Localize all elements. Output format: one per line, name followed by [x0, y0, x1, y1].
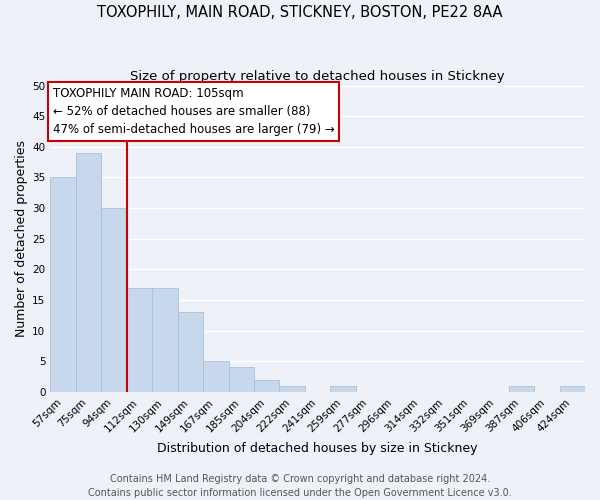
- Bar: [127, 288, 152, 392]
- Bar: [331, 386, 356, 392]
- Bar: [203, 362, 229, 392]
- Bar: [76, 153, 101, 392]
- Text: TOXOPHILY MAIN ROAD: 105sqm
← 52% of detached houses are smaller (88)
47% of sem: TOXOPHILY MAIN ROAD: 105sqm ← 52% of det…: [53, 87, 335, 136]
- Text: Contains HM Land Registry data © Crown copyright and database right 2024.
Contai: Contains HM Land Registry data © Crown c…: [88, 474, 512, 498]
- Bar: [178, 312, 203, 392]
- Y-axis label: Number of detached properties: Number of detached properties: [15, 140, 28, 338]
- Bar: [50, 178, 76, 392]
- Bar: [101, 208, 127, 392]
- Bar: [254, 380, 280, 392]
- X-axis label: Distribution of detached houses by size in Stickney: Distribution of detached houses by size …: [157, 442, 478, 455]
- Title: Size of property relative to detached houses in Stickney: Size of property relative to detached ho…: [130, 70, 505, 83]
- Bar: [152, 288, 178, 392]
- Bar: [560, 386, 585, 392]
- Bar: [229, 368, 254, 392]
- Bar: [509, 386, 534, 392]
- Text: TOXOPHILY, MAIN ROAD, STICKNEY, BOSTON, PE22 8AA: TOXOPHILY, MAIN ROAD, STICKNEY, BOSTON, …: [97, 5, 503, 20]
- Bar: [280, 386, 305, 392]
